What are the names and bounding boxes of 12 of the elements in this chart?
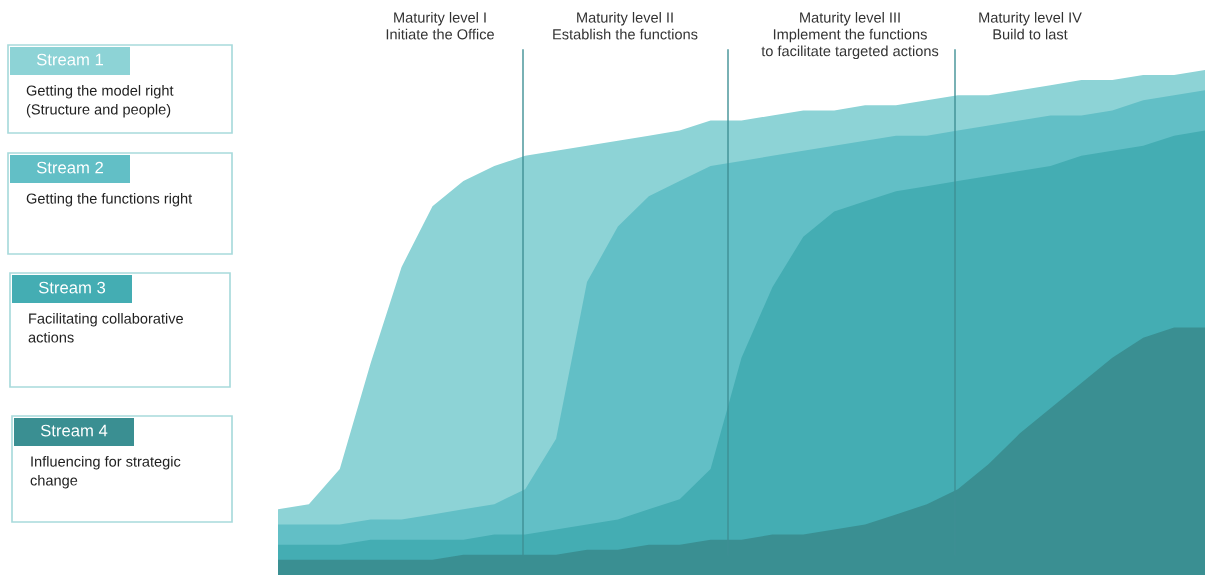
text: Getting the model right (Structure and people) [26,85,174,118]
text: Stream 2 [36,161,103,174]
text: Influencing for strategic change [30,456,181,489]
text: Stream 1 [36,53,103,66]
text: Maturity level I Initiate the Office [386,12,494,40]
text: Maturity level III Implement the functions to facilitate targeted actions [761,12,939,60]
text: Stream 3 [38,281,106,294]
text: Facilitating collaborative actions [28,313,183,343]
text: Getting the functions right [26,193,193,207]
text: Stream 4 [40,424,108,437]
text: Maturity level IV Build to last [979,12,1082,40]
text: Maturity level II Establish the functions [553,12,698,40]
